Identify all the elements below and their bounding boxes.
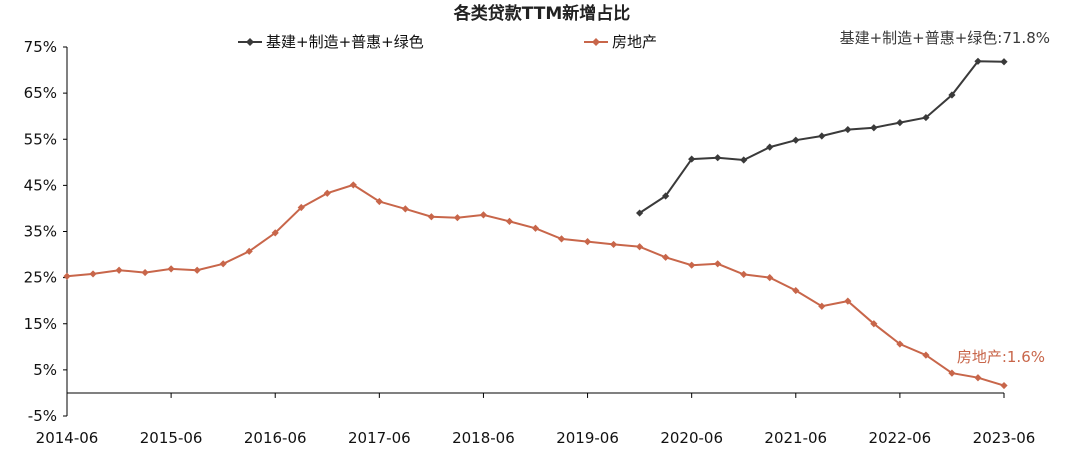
legend: 基建+制造+普惠+绿色 房地产 [238,33,657,51]
data-point-real-estate [193,266,201,274]
data-point-real-estate [792,286,800,295]
data-point-real-estate [844,297,852,305]
data-point-real-estate [662,253,670,261]
data-point-real-estate [245,247,253,255]
y-tick-label: 5% [33,361,57,379]
data-point-infrastructure [896,119,904,127]
x-tick-label: 2019-06 [556,429,619,447]
data-point-infrastructure [688,155,696,163]
y-tick-label: -5% [28,407,57,425]
data-point-real-estate [766,274,774,282]
x-tick-label: 2017-06 [348,429,411,447]
data-point-real-estate [63,272,71,280]
data-point-infrastructure [844,125,852,134]
legend-label-real-estate: 房地产 [612,33,657,51]
data-point-infrastructure [870,124,878,132]
series-layer [63,57,1008,390]
legend-marker-infrastructure [246,38,254,46]
data-point-real-estate [922,351,930,359]
data-point-real-estate [453,214,462,222]
data-point-real-estate [688,261,696,269]
data-point-infrastructure [1000,58,1008,66]
y-tick-label: 15% [24,315,57,333]
data-point-infrastructure [792,136,800,144]
legend-marker-real-estate [592,38,600,46]
data-point-infrastructure [740,156,748,164]
data-point-real-estate [271,229,279,237]
axes: -5% 5% 15% 25% 35% 45% 55% 65% 75% 2014-06 2015-06… [24,38,1036,447]
data-point-real-estate [297,203,305,212]
data-point-real-estate [349,181,357,189]
data-point-infrastructure [922,113,930,122]
data-point-real-estate [141,268,149,277]
data-point-real-estate [974,374,982,382]
data-point-real-estate [89,270,97,278]
end-label-real-estate: 房地产:1.6% [957,348,1045,366]
legend-label-infrastructure: 基建+制造+普惠+绿色 [266,33,424,51]
y-tick-label: 25% [24,269,57,287]
data-point-real-estate [1000,381,1008,390]
data-point-real-estate [479,211,488,219]
data-point-real-estate [870,320,878,328]
data-point-real-estate [609,240,618,249]
data-point-real-estate [714,260,722,268]
data-point-real-estate [427,213,435,221]
x-tick-label: 2014-06 [36,429,99,447]
x-tick-label: 2023-06 [973,429,1036,447]
data-point-real-estate [818,302,826,310]
data-point-real-estate [505,217,514,225]
data-point-infrastructure [974,57,982,65]
series-line-real-estate [66,183,1005,387]
y-tick-label: 45% [24,176,57,194]
x-tick-label: 2016-06 [244,429,307,447]
data-point-real-estate [115,266,123,274]
x-tick-label: 2018-06 [452,429,515,447]
data-point-real-estate [167,265,175,273]
y-tick-label: 75% [24,38,57,56]
data-point-infrastructure [714,154,722,162]
x-tick-label: 2021-06 [764,429,827,447]
data-point-real-estate [896,340,904,348]
data-point-real-estate [531,224,540,232]
data-point-infrastructure [818,132,826,140]
data-point-real-estate [219,260,227,268]
x-tick-label: 2022-06 [869,429,932,447]
y-tick-label: 35% [24,223,57,241]
chart-title: 各类贷款TTM新增占比 [453,3,631,24]
data-point-real-estate [948,369,956,377]
data-point-infrastructure [636,209,644,217]
data-point-infrastructure [766,143,774,151]
x-tick-label: 2020-06 [660,429,723,447]
data-point-real-estate [401,205,409,213]
data-point-real-estate [557,235,566,243]
data-point-infrastructure [662,192,670,200]
y-tick-label: 55% [24,130,57,148]
x-tick-label: 2015-06 [140,429,203,447]
data-point-infrastructure [948,91,956,99]
data-point-real-estate [583,238,592,246]
y-tick-label: 65% [24,84,57,102]
data-point-real-estate [740,270,748,278]
data-point-real-estate [636,243,644,251]
end-label-infrastructure: 基建+制造+普惠+绿色:71.8% [840,29,1050,47]
data-point-real-estate [323,189,331,197]
data-point-real-estate [375,197,383,206]
